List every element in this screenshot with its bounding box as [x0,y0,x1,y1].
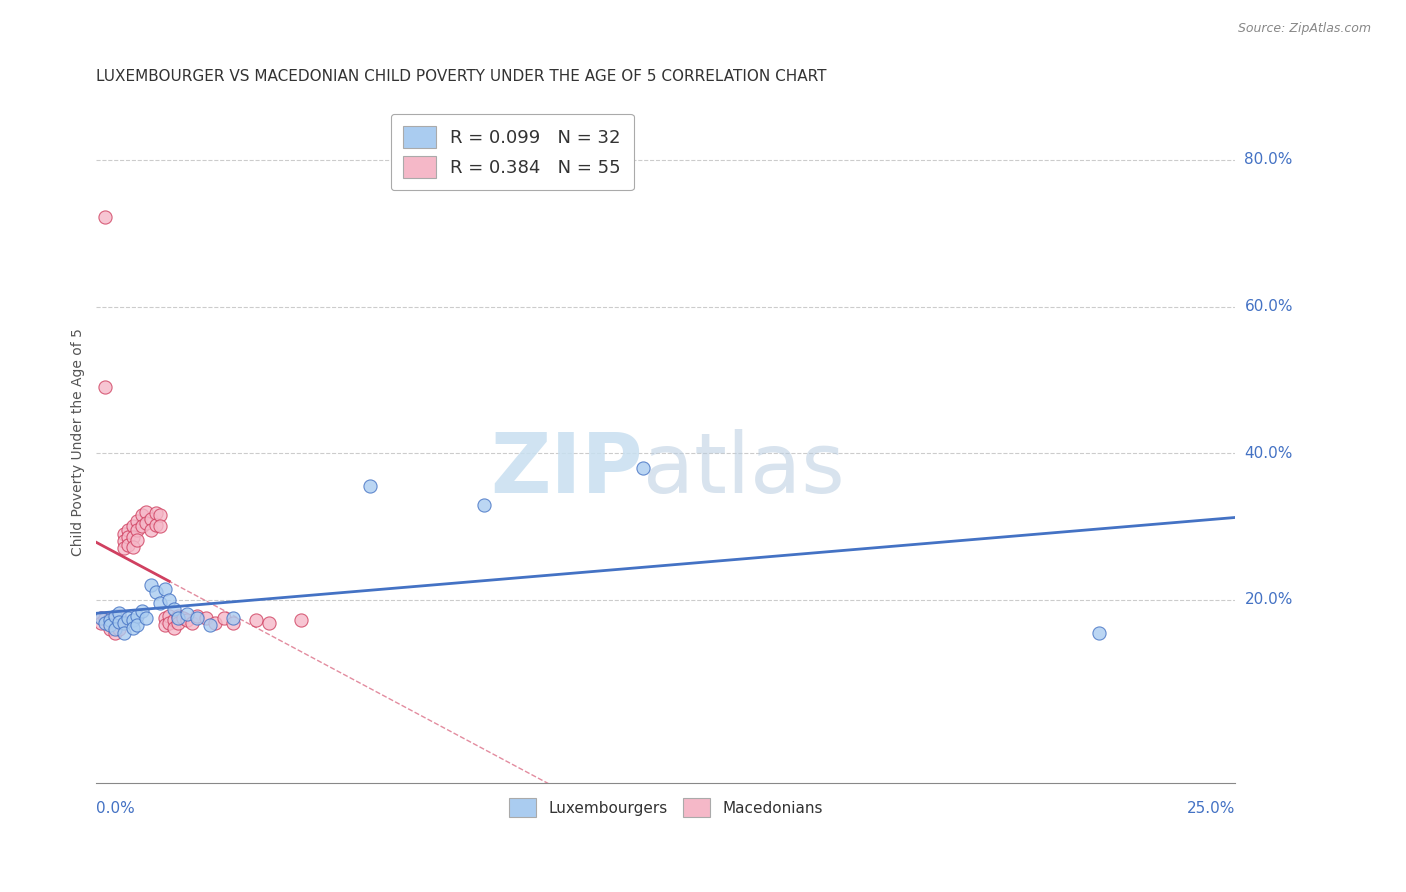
Point [145,585,167,599]
Point [94,210,117,224]
Point [259,616,281,631]
Point [103,608,125,623]
Point [1087,625,1109,640]
Point [103,625,125,640]
Point [108,622,131,636]
Point [359,479,381,493]
Point [121,540,143,554]
Point [222,611,245,625]
Text: 0.0%: 0.0% [97,801,135,816]
Point [121,613,143,627]
Point [112,534,135,549]
Point [108,615,131,629]
Point [135,505,157,519]
Point [167,608,190,623]
Point [153,618,176,632]
Point [149,597,172,611]
Point [90,611,112,625]
Point [145,518,167,533]
Point [131,519,153,533]
Point [98,616,121,631]
Point [212,611,235,625]
Point [98,613,121,627]
Point [245,613,267,627]
Point [108,606,131,620]
Point [157,608,180,623]
Point [472,498,495,512]
Point [181,616,204,631]
Text: atlas: atlas [643,429,845,510]
Point [127,514,149,528]
Point [117,531,139,545]
Point [112,616,135,631]
Point [163,613,186,627]
Point [163,621,186,635]
Point [167,616,190,631]
Point [117,611,139,625]
Point [139,578,162,592]
Point [108,608,131,623]
Point [121,621,143,635]
Point [172,611,194,625]
Point [149,508,172,523]
Point [135,611,157,625]
Point [94,611,117,625]
Point [176,613,198,627]
Point [186,608,208,623]
Point [167,611,190,625]
Point [153,582,176,596]
Point [121,519,143,533]
Point [204,616,226,631]
Point [149,519,172,533]
Point [103,618,125,632]
Point [98,622,121,636]
Point [222,616,245,631]
Point [139,523,162,537]
Point [117,538,139,552]
Point [631,460,654,475]
Point [98,618,121,632]
Point [290,613,312,627]
Point [98,611,121,625]
Text: 60.0%: 60.0% [1244,299,1294,314]
Point [194,611,217,625]
Point [176,607,198,622]
Point [117,523,139,537]
Point [112,541,135,556]
Point [94,380,117,394]
Point [163,601,186,615]
Text: ZIP: ZIP [491,429,643,510]
Point [139,512,162,526]
Point [127,533,149,547]
Text: Source: ZipAtlas.com: Source: ZipAtlas.com [1237,22,1371,36]
Point [153,611,176,625]
Point [157,616,180,631]
Text: 80.0%: 80.0% [1244,153,1294,168]
Point [112,526,135,541]
Point [127,618,149,632]
Point [131,604,153,618]
Point [186,611,208,625]
Point [121,531,143,545]
Text: 20.0%: 20.0% [1244,592,1294,607]
Point [103,613,125,627]
Point [90,616,112,631]
Point [90,611,112,625]
Point [127,523,149,537]
Text: 40.0%: 40.0% [1244,446,1294,460]
Point [145,506,167,520]
Point [200,618,222,632]
Point [94,616,117,631]
Y-axis label: Child Poverty Under the Age of 5: Child Poverty Under the Age of 5 [72,328,86,556]
Point [108,615,131,629]
Point [112,625,135,640]
Point [135,516,157,530]
Point [131,508,153,523]
Point [157,592,180,607]
Point [127,608,149,623]
Legend: Luxembourgers, Macedonians: Luxembourgers, Macedonians [502,792,830,823]
Text: LUXEMBOURGER VS MACEDONIAN CHILD POVERTY UNDER THE AGE OF 5 CORRELATION CHART: LUXEMBOURGER VS MACEDONIAN CHILD POVERTY… [97,69,827,84]
Text: 25.0%: 25.0% [1187,801,1236,816]
Point [103,622,125,636]
